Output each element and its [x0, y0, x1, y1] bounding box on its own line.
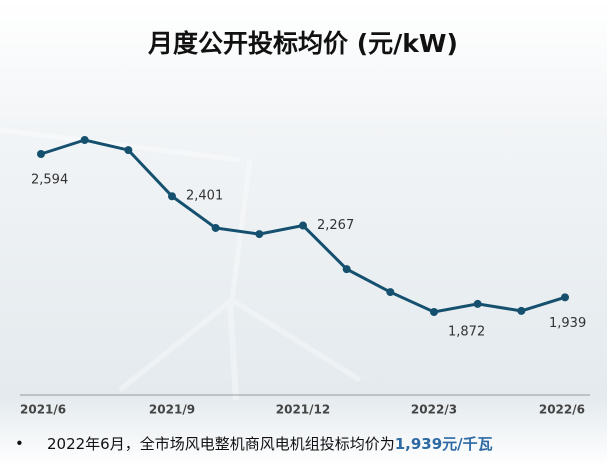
- point: [255, 230, 264, 239]
- point: [168, 192, 176, 201]
- x-tick-label: 2021/9: [149, 403, 195, 417]
- x-tick-label: 2022/6: [539, 403, 585, 417]
- x-tick-label: 2021/6: [20, 403, 66, 417]
- annotation: 2022年6月，全市场风电整机商风电机组投标均价为1,939元/千瓦: [47, 435, 493, 453]
- value-label: 2,401: [186, 189, 223, 204]
- point: [80, 136, 89, 144]
- x-tick-label: 2022/3: [411, 403, 457, 417]
- value-label: 1,872: [448, 325, 485, 340]
- point: [561, 293, 569, 302]
- value-label: 1,939: [549, 316, 586, 331]
- annotation-highlight: 1,939元/千瓦: [395, 435, 493, 453]
- point: [299, 221, 307, 230]
- value-label: 2,267: [317, 218, 354, 233]
- annotation: •: [15, 435, 24, 453]
- x-tick-label: 2021/12: [276, 403, 330, 417]
- point: [517, 306, 526, 315]
- turbine-decoration: [0, 127, 362, 401]
- annotation-text: 2022年6月，全市场风电整机商风电机组投标均价为: [47, 435, 395, 453]
- chart-title: 月度公开投标均价 (元/kW): [147, 29, 458, 58]
- point: [124, 146, 133, 155]
- point: [473, 299, 482, 308]
- point: [37, 150, 45, 159]
- point: [386, 288, 395, 297]
- point: [430, 308, 438, 316]
- point: [342, 265, 351, 274]
- point: [211, 223, 220, 232]
- value-label: 2,594: [31, 173, 68, 188]
